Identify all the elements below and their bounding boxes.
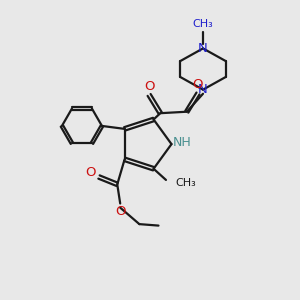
Text: NH: NH xyxy=(172,136,191,149)
Text: N: N xyxy=(198,83,208,96)
Text: N: N xyxy=(198,42,208,55)
Text: CH₃: CH₃ xyxy=(193,19,213,29)
Text: O: O xyxy=(193,78,203,91)
Text: CH₃: CH₃ xyxy=(176,178,196,188)
Text: O: O xyxy=(85,166,96,179)
Text: O: O xyxy=(144,80,154,93)
Text: O: O xyxy=(115,205,125,218)
